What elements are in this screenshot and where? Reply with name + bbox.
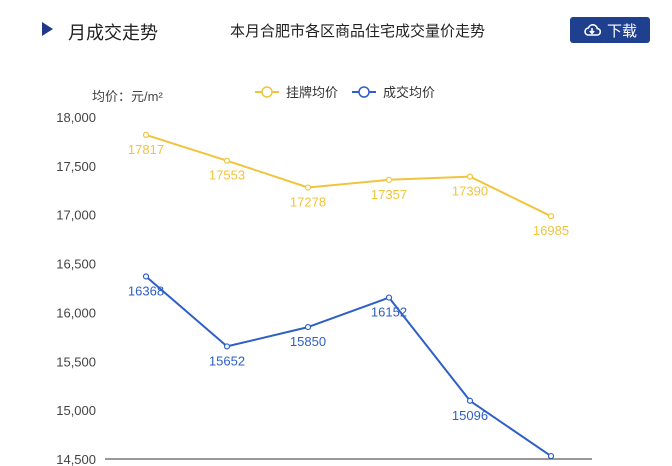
data-point: [466, 397, 474, 404]
y-axis-label: 均价：元/m²: [92, 89, 163, 104]
cloud-download-icon: [583, 23, 601, 37]
data-point: [547, 213, 555, 220]
data-label: 15850: [290, 334, 326, 349]
data-point: [223, 157, 231, 164]
legend-label: 成交均价: [383, 85, 435, 100]
y-tick-label: 16,500: [56, 257, 96, 272]
data-label: 14530: [533, 463, 569, 466]
data-point: [466, 173, 474, 180]
section-title: 月成交走势: [68, 23, 158, 43]
y-tick-label: 18,000: [56, 110, 96, 125]
y-tick-label: 17,000: [56, 208, 96, 223]
y-tick-label: 16,000: [56, 305, 96, 320]
download-label: 下载: [606, 22, 637, 40]
data-point: [385, 294, 393, 301]
data-point: [142, 273, 150, 280]
legend-marker: [261, 86, 273, 98]
legend-label: 挂牌均价: [286, 85, 338, 100]
y-tick-label: 15,000: [56, 403, 96, 418]
triangle-icon: [42, 22, 53, 36]
data-point: [385, 176, 393, 183]
y-tick-label: 15,500: [56, 354, 96, 369]
download-button[interactable]: 下载: [570, 17, 650, 43]
data-label: 15096: [452, 408, 488, 423]
chart-title: 本月合肥市各区商品住宅成交量价走势: [230, 23, 486, 40]
data-label: 17553: [209, 168, 245, 183]
data-point: [304, 323, 312, 331]
data-label: 15652: [209, 353, 245, 368]
data-label: 17278: [290, 195, 326, 210]
y-tick-label: 17,500: [56, 159, 96, 174]
series-line: [145, 275, 552, 457]
data-point: [142, 131, 150, 138]
data-label: 17390: [452, 184, 488, 199]
data-point: [304, 184, 312, 191]
series-line: [145, 133, 552, 218]
data-label: 17357: [371, 187, 407, 202]
legend-marker: [358, 86, 370, 98]
data-label: 16152: [371, 305, 407, 320]
data-label: 16368: [128, 283, 164, 298]
data-label: 16985: [533, 223, 569, 238]
y-tick-label: 14,500: [56, 452, 96, 466]
data-label: 17817: [128, 142, 164, 157]
data-point: [547, 452, 555, 460]
data-point: [223, 343, 231, 350]
header: 月成交走势 本月合肥市各区商品住宅成交量价走势 下载: [0, 0, 672, 62]
